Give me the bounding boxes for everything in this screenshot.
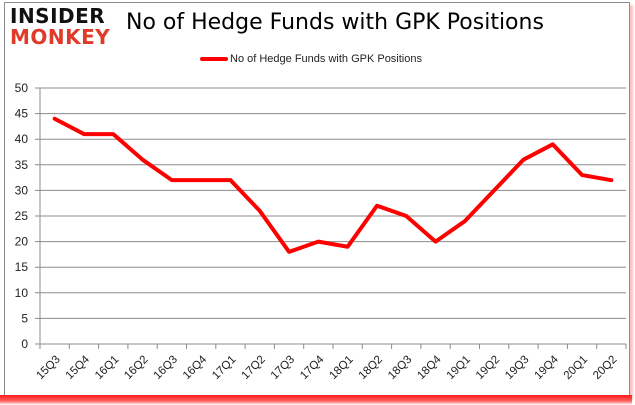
logo-line-1: INSIDER	[10, 4, 106, 28]
x-tick-label: 19Q3	[503, 354, 531, 382]
y-tick-label: 45	[15, 107, 29, 121]
y-tick-label: 30	[15, 183, 29, 197]
x-tick-label: 19Q2	[474, 354, 502, 382]
y-tick-label: 50	[15, 81, 29, 95]
x-tick-label: 20Q1	[562, 354, 590, 382]
insider-monkey-logo: INSIDER MONKEY	[10, 6, 118, 50]
y-tick-label: 15	[15, 260, 29, 274]
chart-title: No of Hedge Funds with GPK Positions	[126, 10, 544, 35]
x-tick-label: 19Q4	[532, 353, 561, 382]
y-tick-label: 5	[21, 311, 28, 325]
x-tick-label: 17Q2	[239, 354, 267, 382]
y-tick-label: 35	[15, 158, 29, 172]
x-tick-label: 16Q3	[152, 354, 180, 382]
series-line	[52, 116, 614, 254]
y-tick-label: 20	[15, 235, 29, 249]
y-tick-label: 40	[15, 132, 29, 146]
x-tick-label: 18Q1	[327, 354, 355, 382]
x-tick-label: 19Q1	[445, 354, 473, 382]
brand-bar	[0, 395, 632, 405]
x-tick-label: 17Q1	[210, 354, 238, 382]
x-tick-label: 17Q3	[269, 354, 297, 382]
logo-line-2: MONKEY	[10, 25, 111, 49]
legend-label: No of Hedge Funds with GPK Positions	[230, 53, 422, 65]
x-tick-label: 15Q4	[64, 353, 93, 382]
legend-line-swatch	[200, 57, 228, 61]
x-tick-label: 18Q3	[386, 354, 414, 382]
x-tick-label: 16Q2	[122, 354, 150, 382]
x-tick-label: 17Q4	[298, 353, 327, 382]
chart-frame	[4, 2, 630, 397]
x-tick-label: 18Q4	[415, 353, 444, 382]
x-tick-label: 16Q4	[181, 353, 210, 382]
legend: No of Hedge Funds with GPK Positions	[200, 53, 422, 65]
y-tick-label: 0	[21, 337, 28, 351]
x-tick-label: 16Q1	[93, 354, 121, 382]
y-tick-label: 10	[15, 286, 29, 300]
x-tick-label: 15Q3	[34, 354, 62, 382]
y-tick-label: 25	[15, 209, 29, 223]
x-tick-label: 20Q2	[591, 354, 619, 382]
x-tick-label: 18Q2	[357, 354, 385, 382]
